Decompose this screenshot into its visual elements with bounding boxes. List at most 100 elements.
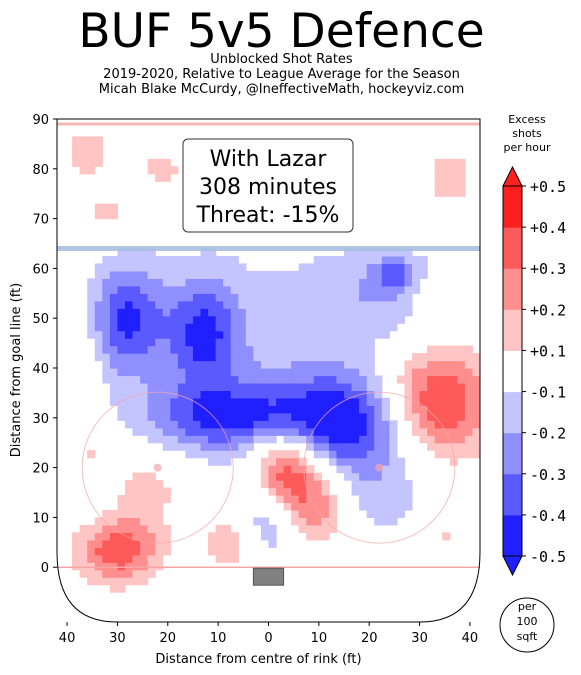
heat-cell [381, 270, 390, 279]
heat-cell [223, 278, 232, 287]
heat-cell [283, 330, 292, 339]
heat-cell [253, 368, 262, 377]
heat-cell [336, 285, 345, 294]
heat-cell [215, 330, 224, 339]
heat-cell [464, 435, 474, 444]
heat-cell [291, 390, 300, 399]
heat-cell [313, 323, 322, 332]
heat-cell [351, 353, 360, 362]
heat-cell [223, 315, 232, 324]
heat-cell [94, 285, 103, 294]
colorbar-frame [502, 185, 523, 557]
heat-cell [155, 293, 164, 302]
heat-cell [117, 412, 126, 421]
heat-cell [215, 442, 224, 451]
heat-cell [79, 158, 88, 167]
heat-cell [449, 427, 458, 436]
heat-cell [336, 353, 345, 362]
heat-cell [389, 263, 398, 272]
heat-cell [374, 270, 383, 279]
heat-cell [208, 293, 217, 302]
heat-cell [449, 405, 458, 414]
heat-cell [200, 345, 209, 354]
heat-cell [313, 442, 322, 451]
heat-cell [132, 554, 141, 563]
heat-cell [344, 405, 353, 414]
heat-cell [87, 539, 96, 548]
heat-cell [412, 412, 421, 421]
heat-cell [442, 532, 451, 541]
heat-cell [117, 539, 126, 548]
heat-cell [434, 368, 443, 377]
colorbar-tick-label: -0.3 [530, 466, 566, 484]
heat-cell [313, 412, 322, 421]
heat-cell [276, 345, 285, 354]
heat-cell [140, 323, 149, 332]
heat-cell [223, 412, 232, 421]
heat-cell [170, 263, 179, 272]
heat-cell [200, 263, 209, 272]
heat-cell [192, 338, 202, 347]
heat-cell [102, 263, 111, 272]
heat-cell [298, 285, 307, 294]
heat-cell [230, 308, 239, 317]
heat-cell [230, 368, 239, 377]
units-badge-line-2: 100 [517, 615, 538, 628]
heat-cell [245, 427, 254, 436]
heat-cell [238, 330, 247, 339]
heat-cell [147, 315, 156, 324]
heat-cell [374, 308, 383, 317]
heat-cell [351, 427, 360, 436]
heat-cell [291, 495, 300, 504]
heat-cell [147, 562, 156, 571]
heat-cell [366, 480, 375, 489]
heat-cell [238, 397, 247, 406]
heat-cell [298, 427, 307, 436]
heat-cell [245, 442, 254, 451]
heat-cell [336, 300, 345, 309]
heat-cell [457, 345, 466, 354]
heat-cell [298, 278, 307, 287]
heat-cell [306, 487, 315, 496]
heat-cell [449, 375, 458, 384]
heat-cell [427, 412, 436, 421]
heat-cell [155, 495, 164, 504]
heat-cell [291, 517, 300, 526]
heat-cell [147, 278, 156, 287]
heat-cell [276, 457, 285, 466]
heat-cell [177, 420, 187, 429]
colorbar-tick-label: +0.5 [530, 178, 566, 196]
heat-cell [321, 293, 330, 302]
heat-cell [464, 375, 474, 384]
heat-cell [117, 577, 126, 586]
heat-cell [140, 495, 149, 504]
heat-cell [109, 360, 119, 369]
heat-cell [140, 487, 149, 496]
heat-cell [457, 405, 466, 414]
heat-cell [321, 412, 330, 421]
heat-cell [306, 382, 315, 392]
heat-cell [412, 390, 421, 399]
heat-cell [328, 300, 338, 309]
heat-cell [140, 368, 149, 377]
heat-cell [336, 308, 345, 317]
heat-cell [313, 524, 322, 533]
heat-cell [396, 495, 406, 504]
heat-cell [155, 375, 164, 384]
heat-cell [109, 345, 119, 354]
heat-cell [306, 480, 315, 489]
heat-cell [268, 270, 277, 279]
heat-cell [109, 509, 119, 519]
heat-cell [230, 278, 239, 287]
heat-cell [291, 315, 300, 324]
heat-cell [396, 263, 406, 272]
heat-cell [94, 554, 103, 563]
heat-cell [192, 308, 202, 317]
heat-cell [140, 315, 149, 324]
heat-cell [79, 562, 88, 571]
heat-cell [260, 532, 270, 541]
heat-cell [87, 166, 96, 175]
heat-cell [449, 158, 458, 167]
heat-cell [94, 263, 103, 272]
heat-cell [268, 300, 277, 309]
